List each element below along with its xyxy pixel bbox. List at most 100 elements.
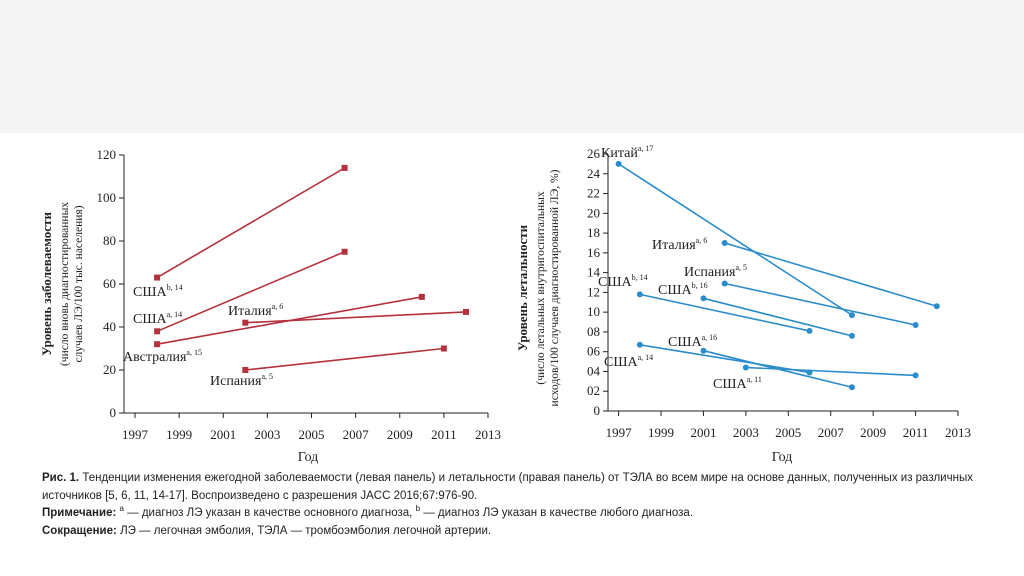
series-line (245, 311, 466, 324)
series-line (245, 347, 444, 371)
series-label: СШАa, 14 (604, 353, 653, 370)
data-point (721, 280, 728, 287)
y-tick-label: 04 (587, 363, 601, 378)
data-point (440, 345, 447, 352)
x-tick-label: 2003 (254, 427, 280, 442)
series-line (618, 163, 853, 316)
caption-abbr-label: Сокращение: (42, 524, 117, 537)
y-tick-label: 16 (587, 245, 601, 260)
series-line (639, 293, 810, 332)
series-label: СШАb, 14 (133, 283, 183, 300)
data-point (462, 308, 469, 315)
y-tick-label: 80 (103, 233, 116, 248)
data-point (806, 327, 813, 334)
caption-figure-line: Рис. 1. Тенденции изменения ежегодной за… (42, 470, 1002, 505)
y-tick-label: 06 (587, 344, 601, 359)
series-line (724, 242, 938, 307)
x-tick-label: 2003 (733, 425, 759, 440)
caption-abbr-line: Сокращение: ЛЭ — легочная эмболия, ТЭЛА … (42, 523, 1002, 541)
left-chart: 0 20 40 60 80 100 120 1997 1999 2001 2003 2005 2007 2… (39, 147, 501, 465)
series-line (156, 251, 345, 333)
right-y-axis-sublabel-2: исходов/100 случаев диагностированной ЛЭ… (549, 169, 561, 406)
data-point (742, 364, 749, 371)
y-tick-label: 10 (587, 304, 600, 319)
series-label: Италияa, 6 (228, 302, 283, 319)
series-label: СШАb, 14 (598, 273, 648, 290)
y-tick-label: 20 (587, 205, 600, 220)
right-ticks: 0 02 04 06 08 10 12 14 16 18 20 22 24 26 1997 1999 2001 2… (587, 146, 971, 440)
left-y-axis-sublabel-2: случаев ЛЭ/100 тыс. населения) (73, 205, 85, 362)
y-tick-label: 100 (97, 190, 117, 205)
data-point (848, 312, 855, 319)
x-tick-label: 2009 (387, 427, 413, 442)
series-label: СШАb, 16 (658, 281, 708, 298)
x-tick-label: 2011 (903, 425, 929, 440)
data-point (242, 319, 249, 326)
y-tick-label: 60 (103, 276, 116, 291)
figure-caption: Рис. 1. Тенденции изменения ежегодной за… (42, 470, 1002, 540)
caption-note-a-text: — диагноз ЛЭ указан в качестве основного… (123, 507, 416, 519)
data-point (700, 295, 707, 302)
series-label: СШАa, 14 (133, 310, 182, 327)
y-tick-label: 24 (587, 166, 601, 181)
y-tick-label: 14 (587, 265, 601, 280)
series-label: Австралияa, 15 (123, 348, 202, 365)
series-label: Испанияa, 5 (210, 372, 273, 389)
series-label: Испанияa, 5 (684, 263, 747, 280)
x-tick-label: 1997 (606, 425, 633, 440)
data-point (636, 341, 643, 348)
caption-figure-text: Тенденции изменения ежегодной заболеваем… (42, 472, 973, 502)
data-point (615, 160, 622, 167)
x-tick-label: 2005 (775, 425, 801, 440)
data-point (154, 341, 161, 348)
data-point (242, 367, 249, 373)
x-tick-label: 2013 (945, 425, 971, 440)
x-tick-label: 1997 (122, 427, 149, 442)
data-point (848, 384, 855, 391)
y-tick-label: 0 (594, 403, 601, 418)
x-tick-label: 2009 (860, 425, 886, 440)
y-tick-label: 26 (587, 146, 601, 161)
y-tick-label: 0 (110, 405, 117, 420)
y-tick-label: 120 (97, 147, 117, 162)
x-tick-label: 2011 (431, 427, 457, 442)
right-y-axis-label: Уровень летальности (515, 224, 530, 351)
left-series-labels: СШАb, 14 СШАa, 14 Австралияa, 15 Италияa, 6… (123, 283, 283, 389)
caption-note-label: Примечание: (42, 507, 117, 519)
y-tick-label: 18 (587, 225, 600, 240)
x-tick-label: 2007 (818, 425, 845, 440)
x-tick-label: 1999 (166, 427, 192, 442)
x-tick-label: 2005 (299, 427, 325, 442)
left-ticks: 0 20 40 60 80 100 120 1997 1999 2001 2003 2005 2007 2… (97, 147, 502, 442)
caption-abbr-text: ЛЭ — легочная эмболия, ТЭЛА — тромбоэмбо… (120, 524, 492, 537)
series-label: СШАa, 11 (713, 375, 762, 392)
y-tick-label: 12 (587, 284, 600, 299)
series-line (639, 343, 810, 374)
left-x-axis-label: Год (298, 450, 319, 465)
x-tick-label: 2013 (475, 427, 501, 442)
caption-figure-label: Рис. 1. (42, 472, 80, 484)
y-tick-label: 02 (587, 383, 600, 398)
data-point (154, 274, 161, 281)
right-series (615, 160, 940, 391)
series-label: Италияa, 6 (652, 236, 707, 253)
data-point (418, 293, 425, 300)
series-label: СШАa, 16 (668, 333, 717, 350)
data-point (912, 372, 919, 379)
series-line (724, 282, 916, 326)
right-y-axis-sublabel-1: (число летальных внутригоспитальных (535, 191, 547, 384)
data-point (636, 291, 643, 298)
data-point (912, 322, 919, 329)
x-tick-label: 2007 (343, 427, 370, 442)
x-tick-label: 1999 (648, 425, 674, 440)
series-line (156, 167, 346, 279)
y-tick-label: 22 (587, 186, 600, 201)
right-x-axis-label: Год (772, 450, 793, 465)
left-series (154, 164, 469, 373)
left-y-axis-label: Уровень заболеваемости (39, 212, 54, 356)
top-band (0, 0, 1024, 133)
caption-note-line: Примечание: a — диагноз ЛЭ указан в каче… (42, 505, 1002, 523)
y-tick-label: 40 (103, 319, 116, 334)
series-line (703, 297, 853, 337)
series-line (745, 366, 916, 377)
